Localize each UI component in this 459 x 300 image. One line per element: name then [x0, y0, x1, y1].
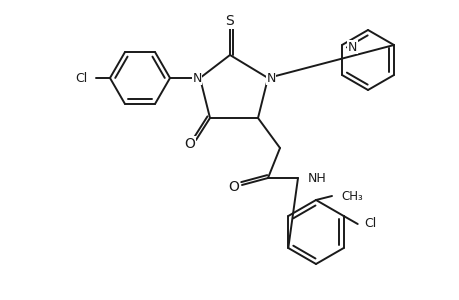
Text: O: O	[184, 137, 195, 151]
Text: N: N	[266, 71, 275, 85]
Text: NH: NH	[308, 172, 326, 184]
Text: S: S	[225, 14, 234, 28]
Text: Cl: Cl	[76, 71, 88, 85]
Text: CH₃: CH₃	[340, 190, 362, 202]
Text: N: N	[347, 40, 357, 53]
Text: N: N	[192, 71, 201, 85]
Text: O: O	[228, 180, 239, 194]
Text: Cl: Cl	[364, 218, 376, 230]
